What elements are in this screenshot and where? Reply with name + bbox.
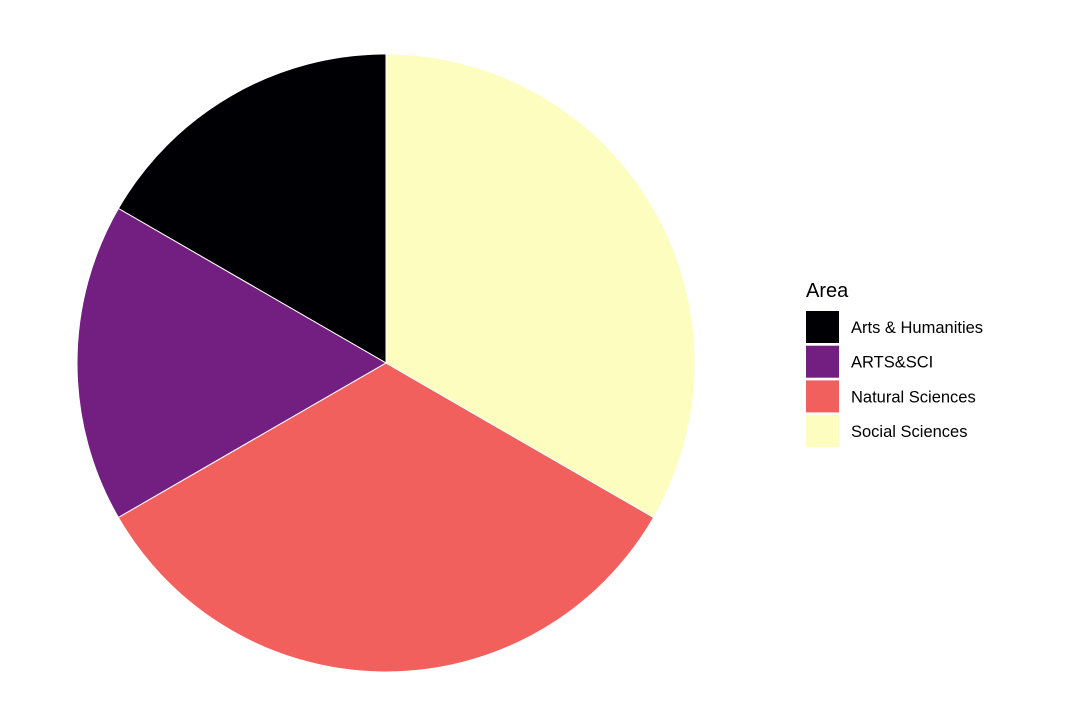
pie-slice-natural-sciences bbox=[117, 362, 655, 673]
pie-slices bbox=[76, 53, 696, 673]
pie-slice-arts-sci bbox=[76, 207, 387, 519]
legend-items: Arts & Humanities ARTS&SCI Natural Science… bbox=[806, 311, 983, 448]
legend-key-social-sciences bbox=[806, 415, 839, 448]
legend-label: ARTS&SCI bbox=[851, 354, 933, 372]
legend-key-arts-humanities bbox=[806, 311, 839, 343]
legend-key-arts-sci bbox=[806, 345, 839, 378]
legend-title: Area bbox=[806, 280, 849, 302]
legend: Area Arts & Humanities ARTS&SCI Natural Sc… bbox=[806, 280, 983, 448]
legend-label: Social Sciences bbox=[851, 423, 967, 441]
legend-label: Arts & Humanities bbox=[851, 319, 983, 337]
pie-slice-arts-humanities bbox=[117, 53, 387, 364]
legend-key-natural-sciences bbox=[806, 380, 839, 413]
legend-label: Natural Sciences bbox=[851, 388, 976, 406]
pie-slice-social-sciences bbox=[385, 53, 696, 519]
